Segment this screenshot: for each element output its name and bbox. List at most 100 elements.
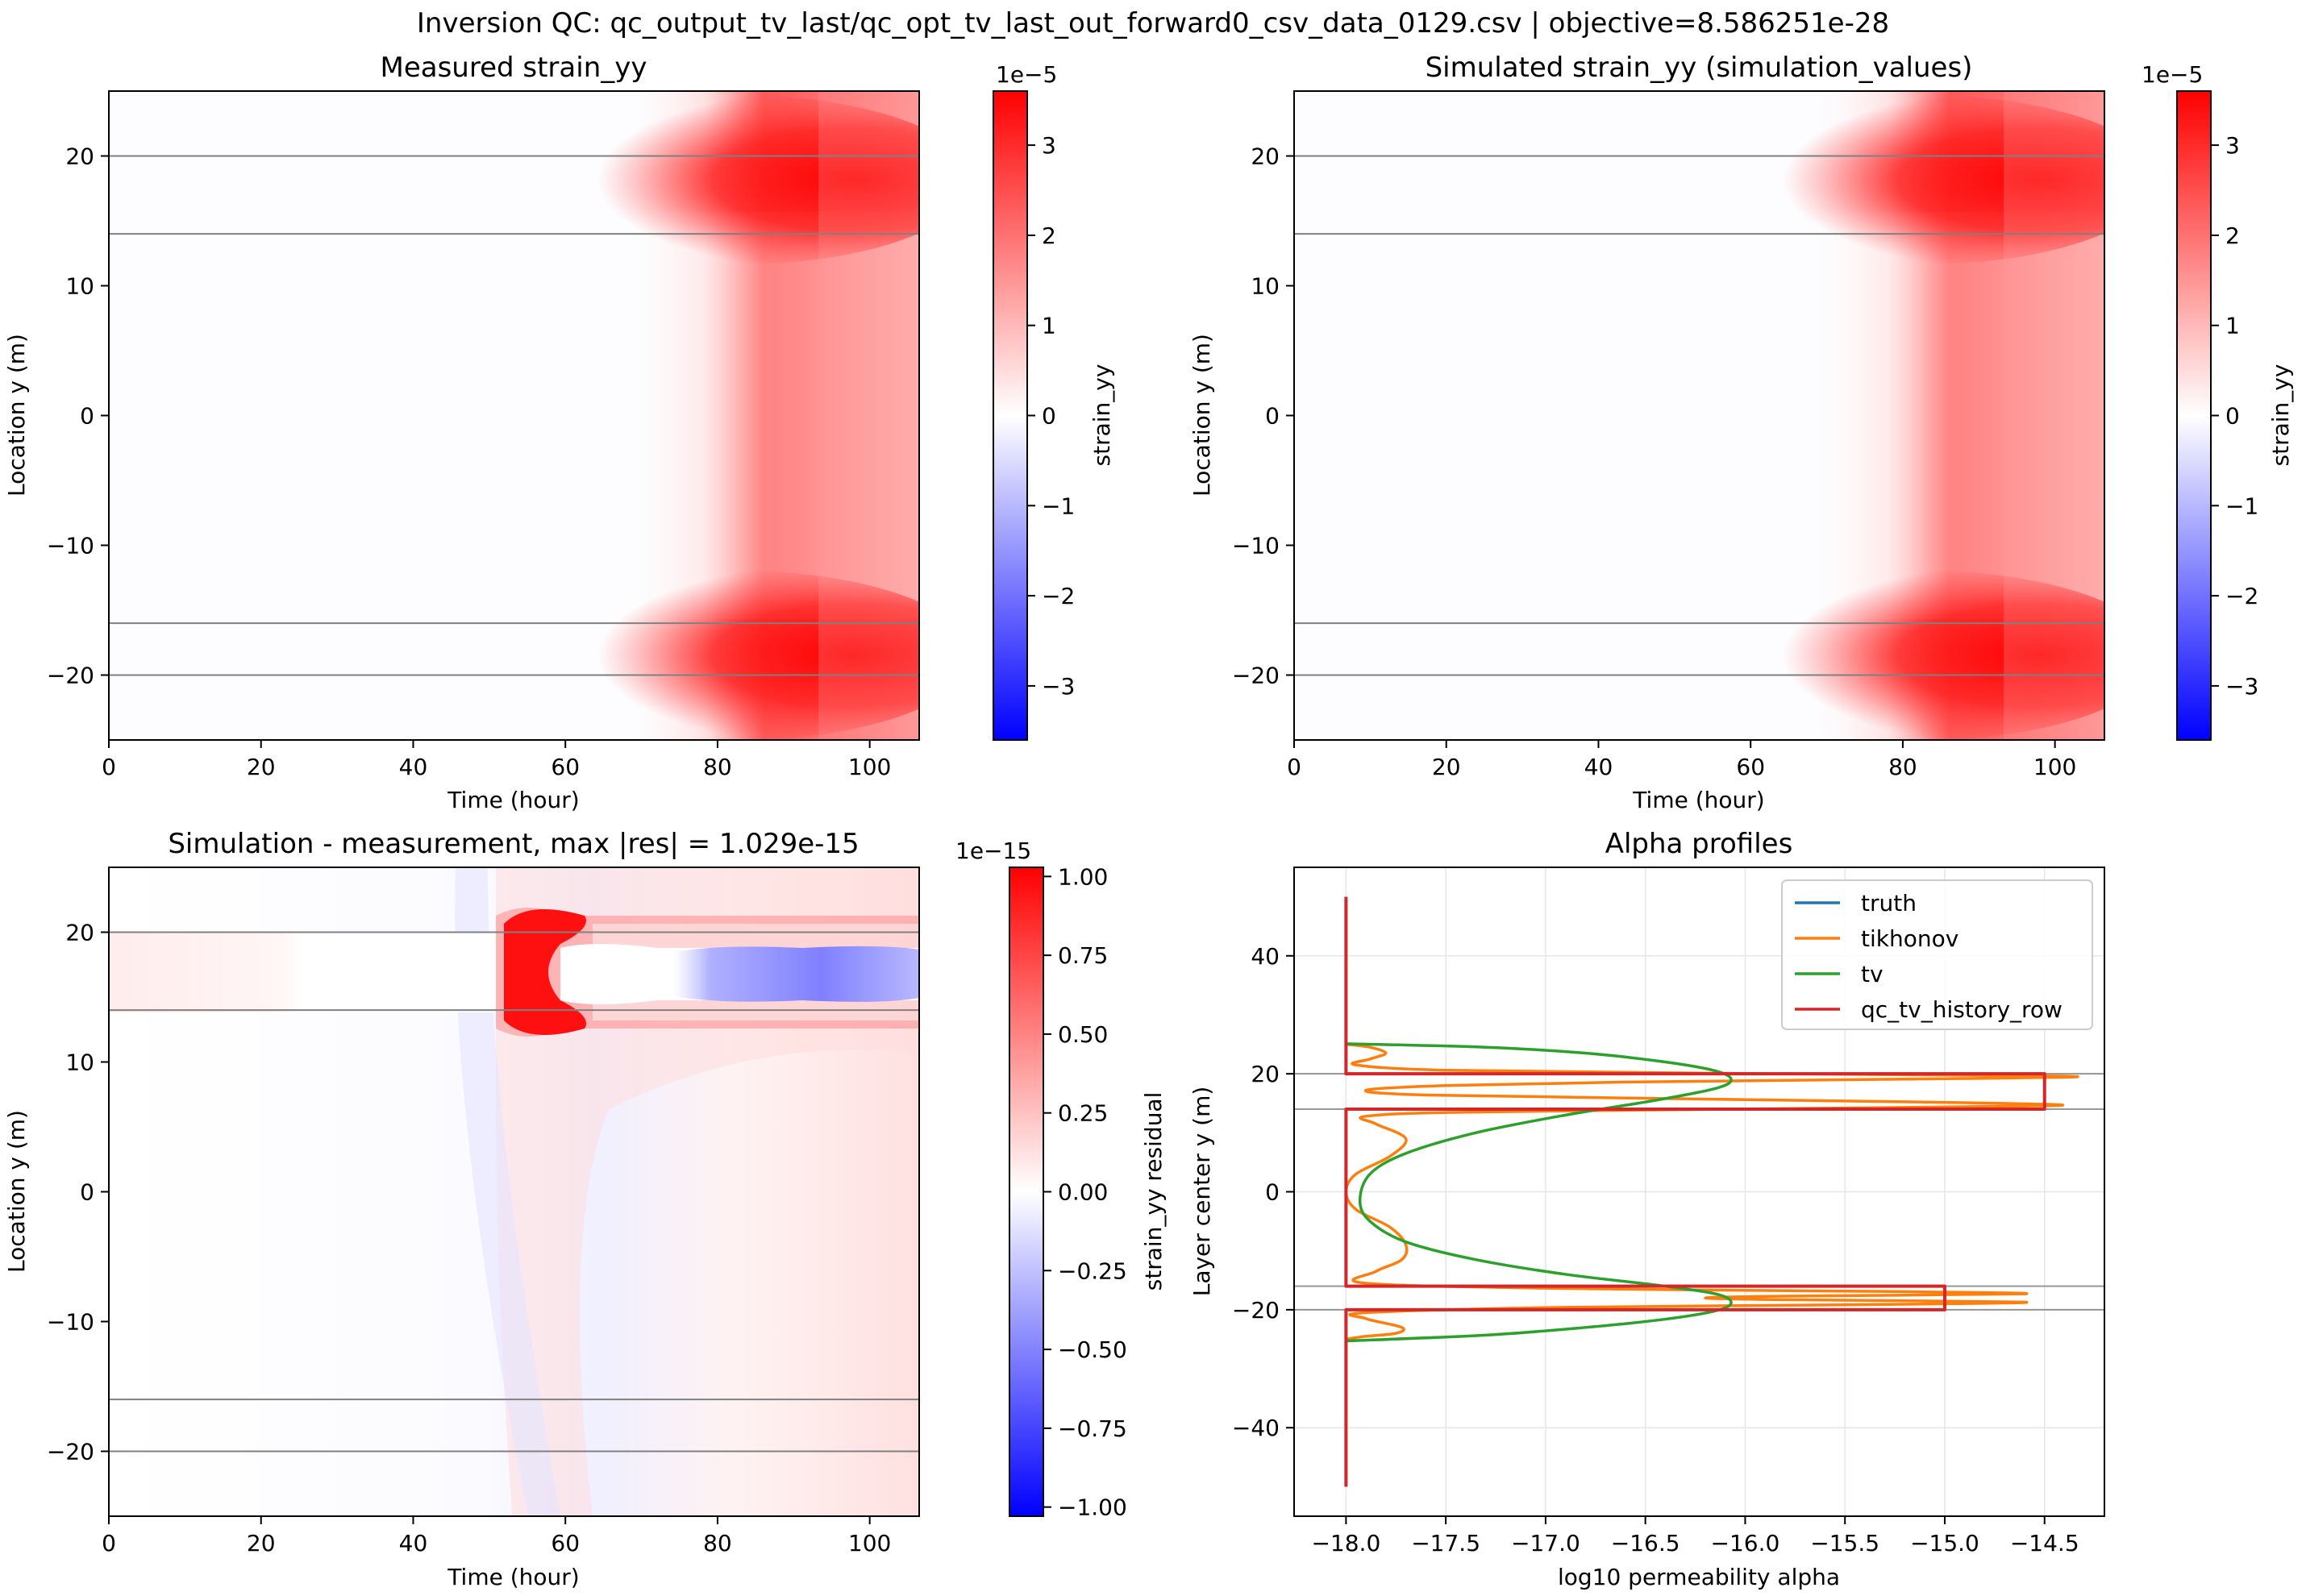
simulated-xtick-label: 100 — [2033, 754, 2076, 780]
residual-ytick-label: 10 — [65, 1049, 94, 1076]
legend-label-truth: truth — [1861, 890, 1917, 916]
legend-label-tikhonov: tikhonov — [1861, 925, 1958, 952]
alpha-yticks: −40 −20 0 20 40 — [1232, 943, 1294, 1441]
alpha-xtick-label: −17.0 — [1511, 1530, 1580, 1557]
simulated-cbar-ticks: −3 −2 −1 0 1 2 3 — [2211, 132, 2258, 700]
measured-ylabel: Location y (m) — [3, 334, 30, 497]
residual-ytick-label: −20 — [47, 1439, 94, 1465]
alpha-ytick-label: −20 — [1232, 1297, 1280, 1324]
residual-cbar-label: strain_yy residual — [1140, 1092, 1167, 1291]
residual-ytick-label: 0 — [80, 1179, 94, 1206]
measured-title: Measured strain_yy — [381, 52, 647, 84]
simulated-colorbar: 1e−5 −3 −2 −1 0 1 2 3 strain_yy — [2142, 61, 2294, 741]
simulated-xtick-label: 20 — [1432, 754, 1461, 780]
simulated-ytick-label: −10 — [1232, 533, 1280, 559]
residual-hlines — [109, 931, 919, 1453]
measured-xlabel: Time (hour) — [447, 787, 579, 813]
simulated-cbar-tick-label: −1 — [2225, 493, 2258, 519]
measured-xtick-label: 80 — [703, 754, 732, 780]
simulated-ytick-label: 0 — [1265, 403, 1280, 430]
panel-residual: Simulation - measurement, max |res| = 1.… — [3, 828, 1167, 1590]
residual-xtick-label: 20 — [247, 1530, 276, 1557]
alpha-xtick-label: −14.5 — [2010, 1530, 2079, 1557]
alpha-ytick-label: 40 — [1251, 943, 1280, 970]
series-tv-line — [1346, 1042, 1733, 1343]
measured-xtick-label: 20 — [247, 754, 276, 780]
measured-xtick-label: 100 — [848, 754, 891, 780]
measured-cbar-tick-label: 2 — [1042, 222, 1056, 249]
residual-cbar-ticks: −1.00 −0.75 −0.50 −0.25 0.00 0.25 0.50 0.75 1.00 — [1043, 863, 1127, 1521]
figure-suptitle: Inversion QC: qc_output_tv_last/qc_opt_t… — [417, 7, 1889, 39]
measured-cbar-tick-label: −1 — [1042, 493, 1075, 519]
series-tikhonov-line — [1344, 1042, 2079, 1341]
simulated-ytick-label: 10 — [1251, 273, 1280, 300]
alpha-ytick-label: 20 — [1251, 1061, 1280, 1087]
measured-cbar-tick-label: −3 — [1042, 673, 1075, 700]
panel-alpha-profiles: Alpha profiles −18.0 −17.5 −17.0 −16.5 −16.0… — [1188, 828, 2105, 1590]
measured-ytick-label: 0 — [80, 403, 94, 430]
measured-ytick-label: −20 — [47, 663, 94, 689]
measured-xtick-label: 60 — [551, 754, 580, 780]
measured-hlines — [109, 155, 919, 676]
measured-xtick-label: 0 — [102, 754, 116, 780]
residual-xticks: 0 20 40 60 80 100 — [102, 1516, 891, 1557]
simulated-xtick-label: 0 — [1287, 754, 1301, 780]
measured-yticks: −20 −10 0 10 20 — [47, 143, 109, 689]
simulated-ytick-label: 20 — [1251, 143, 1280, 170]
simulated-heatmap — [1294, 91, 2104, 740]
measured-cbar-tick-label: 1 — [1042, 313, 1056, 339]
residual-xtick-label: 100 — [848, 1530, 891, 1557]
alpha-legend: truth tikhonov tv qc_tv_history_row — [1781, 879, 2093, 1030]
simulated-ytick-label: −20 — [1232, 663, 1280, 689]
residual-cbar-tick-label: 0.25 — [1058, 1100, 1108, 1127]
legend-box — [1781, 879, 2093, 1030]
alpha-xtick-label: −18.0 — [1311, 1530, 1380, 1557]
legend-label-tv: tv — [1861, 961, 1884, 987]
simulated-cbar-tick-label: −2 — [2225, 583, 2258, 609]
simulated-cbar-tick-label: 0 — [2225, 403, 2240, 430]
measured-xtick-label: 40 — [399, 754, 428, 780]
simulated-cbar-exponent: 1e−5 — [2142, 61, 2203, 88]
residual-cbar-tick-label: 0.75 — [1058, 942, 1108, 969]
residual-cbar-tick-label: −1.00 — [1058, 1494, 1127, 1521]
measured-cbar-tick-label: 3 — [1042, 132, 1056, 159]
residual-ytick-label: −10 — [47, 1309, 94, 1336]
measured-cbar-exponent: 1e−5 — [996, 61, 1057, 88]
simulated-hlines — [1294, 155, 2104, 676]
series-qc_tv_history_row-line — [1344, 896, 2046, 1487]
alpha-xtick-label: −16.5 — [1611, 1530, 1680, 1557]
measured-colorbar: 1e−5 −3 −2 −1 0 1 2 3 strain_yy — [993, 61, 1115, 741]
residual-cbar-tick-label: 0.50 — [1058, 1021, 1108, 1048]
panel-simulated-strain: Simulated strain_yy (simulation_values) … — [1188, 52, 2294, 813]
residual-colorbar: 1e−15 −1.00 −0.75 −0.50 −0.25 0.00 0.25 0.50 0.… — [955, 837, 1167, 1521]
simulated-cbar-tick-label: 1 — [2225, 313, 2240, 339]
simulated-cbar-tick-label: 2 — [2225, 222, 2240, 249]
residual-ylabel: Location y (m) — [3, 1110, 30, 1273]
residual-cbar-tick-label: 0.00 — [1058, 1179, 1108, 1206]
simulated-xlabel: Time (hour) — [1632, 787, 1764, 813]
measured-ytick-label: 20 — [65, 143, 94, 170]
residual-ytick-label: 20 — [65, 920, 94, 946]
measured-ytick-label: 10 — [65, 273, 94, 300]
residual-title: Simulation - measurement, max |res| = 1.… — [168, 828, 859, 860]
alpha-xtick-label: −15.0 — [1910, 1530, 1979, 1557]
simulated-cbar-label: strain_yy — [2267, 364, 2294, 467]
residual-cbar-tick-label: −0.50 — [1058, 1336, 1127, 1363]
simulated-xtick-label: 40 — [1584, 754, 1613, 780]
residual-xtick-label: 0 — [102, 1530, 116, 1557]
alpha-xlabel: log10 permeability alpha — [1558, 1564, 1840, 1590]
simulated-ylabel: Location y (m) — [1188, 334, 1215, 497]
residual-xtick-label: 40 — [399, 1530, 428, 1557]
measured-cbar-ticks: −3 −2 −1 0 1 2 3 — [1027, 132, 1075, 700]
legend-label-qc_tv_history_row: qc_tv_history_row — [1861, 996, 2062, 1023]
simulated-yticks: −20 −10 0 10 20 — [1232, 143, 1294, 689]
measured-xticks: 0 20 40 60 80 100 — [102, 740, 891, 780]
panel-measured-strain: Measured strain_yy — [3, 52, 1115, 813]
measured-cbar-tick-label: −2 — [1042, 583, 1075, 609]
alpha-ytick-label: −40 — [1232, 1415, 1280, 1441]
residual-cbar-tick-label: −0.25 — [1058, 1257, 1127, 1284]
residual-yticks: −20 −10 0 10 20 — [47, 920, 109, 1465]
simulated-title: Simulated strain_yy (simulation_values) — [1426, 52, 1973, 84]
residual-cbar-tick-label: 1.00 — [1058, 863, 1108, 890]
